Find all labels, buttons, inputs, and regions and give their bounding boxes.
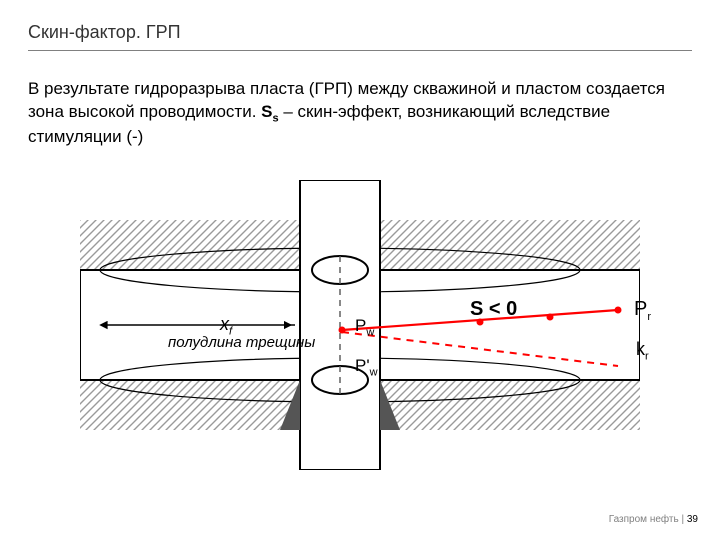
slide-title: Скин-фактор. ГРП xyxy=(28,22,181,43)
footer-page: 39 xyxy=(687,514,698,525)
label-pr: Pr xyxy=(634,298,651,323)
label-xf-caption: полудлина трещины xyxy=(168,334,315,351)
body-text: В результате гидроразрыва пласта (ГРП) м… xyxy=(28,78,688,149)
diagram: xf полудлина трещины Pw P'w S < 0 Pr kr xyxy=(80,180,640,470)
footer: Газпром нефть | 39 xyxy=(609,514,698,525)
footer-company: Газпром нефть xyxy=(609,514,679,525)
label-s: S < 0 xyxy=(470,298,517,321)
label-kr: kr xyxy=(636,339,649,363)
label-pw-prime: P'w xyxy=(355,356,378,378)
title-underline xyxy=(28,50,692,51)
label-pw: Pw xyxy=(355,316,374,338)
